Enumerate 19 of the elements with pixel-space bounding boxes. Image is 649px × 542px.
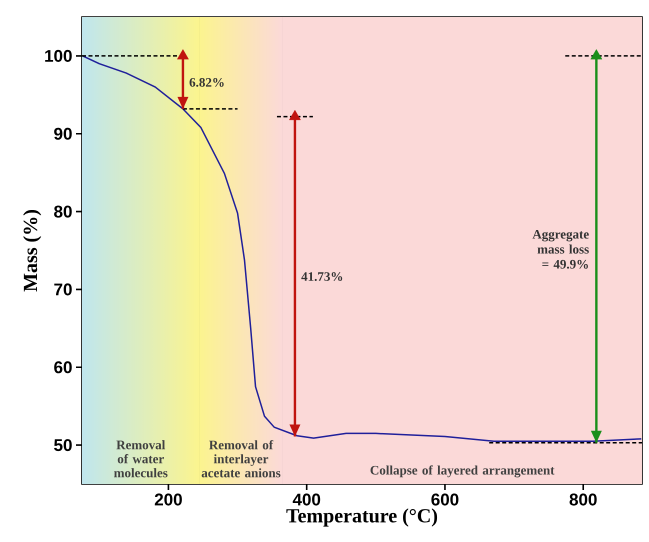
band-label: Removal of interlayer acetate anions <box>202 440 280 478</box>
x-tick-label: 800 <box>570 494 597 506</box>
band-label: Removal of water molecules <box>114 440 168 478</box>
line-series <box>82 55 642 442</box>
y-axis-title: Mass (%) <box>23 210 42 292</box>
x-axis-title: Temperature (°C) <box>286 508 438 527</box>
annotation: 41.73% <box>301 272 342 281</box>
y-tick-label: 50 <box>54 439 72 452</box>
annotation: Aggregate mass loss = 49.9% <box>532 230 589 269</box>
x-tick-label: 600 <box>431 494 458 506</box>
x-tick-label: 400 <box>292 494 320 506</box>
band-label: Collapse of layered arrangement <box>370 465 554 478</box>
x-tick-label: 200 <box>154 494 182 506</box>
annotation: 6.82% <box>190 78 224 87</box>
y-tick-label: 100 <box>45 50 72 62</box>
y-tick-label: 70 <box>54 283 72 296</box>
y-tick-label: 80 <box>54 206 72 218</box>
y-tick-label: 90 <box>54 128 72 140</box>
y-tick-label: 60 <box>54 361 72 374</box>
